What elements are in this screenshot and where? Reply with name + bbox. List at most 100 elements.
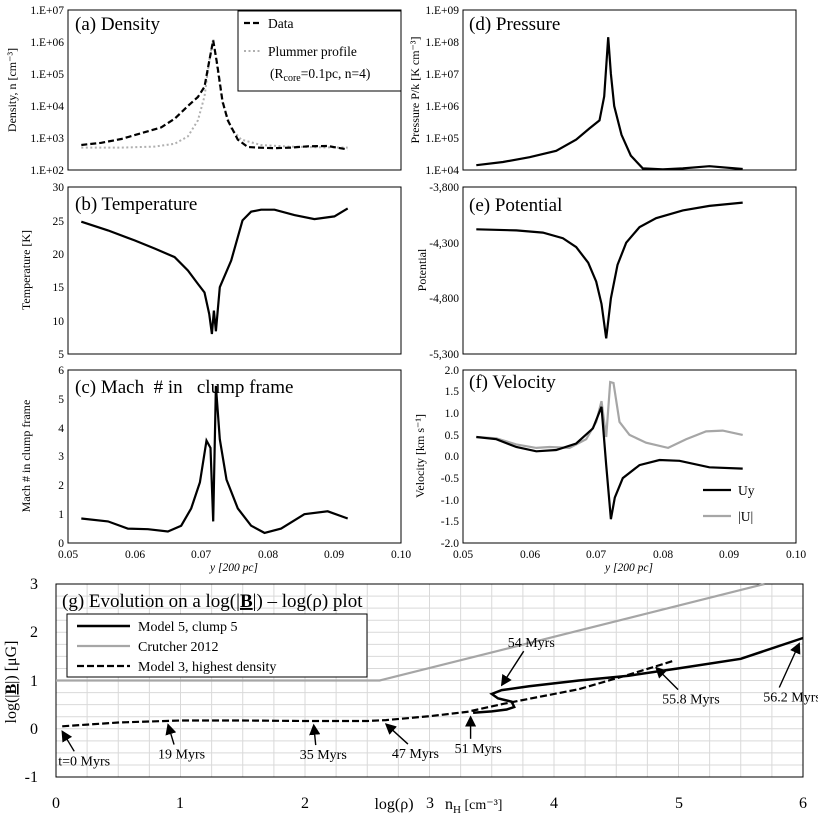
evolution-annotation-label: 55.8 Myrs [662, 693, 720, 708]
velocity-title: (f) Velocity [469, 372, 556, 393]
density-ytick-4: 1.E+06 [30, 37, 64, 49]
panel-pressure: 1.E+04 1.E+05 1.E+06 1.E+07 1.E+08 1.E+0… [408, 5, 797, 177]
panel-velocity-frame [462, 369, 797, 544]
density-ytick-3: 1.E+05 [30, 69, 64, 81]
mach-ytick-4: 4 [58, 423, 64, 435]
panel-potential: -5,300 -4,800 -4,300 -3,800 Potential (e… [415, 182, 797, 361]
mach-ytick-0: 0 [58, 538, 64, 550]
velocity-uy-line [476, 406, 743, 520]
evolution-legend-crutcher-label: Crutcher 2012 [138, 640, 218, 655]
potential-line [476, 201, 743, 339]
velocity-y-label: Velocity [km s⁻¹] [413, 414, 427, 498]
pressure-ytick-5: 1.E+09 [425, 5, 459, 17]
evolution-annotation-arrow [500, 650, 525, 687]
velocity-ytick-7: 1.5 [445, 386, 460, 398]
density-legend-params: (Rcore=0.1pc, n=4) [270, 66, 370, 84]
mach-xtick-1: 0.06 [125, 549, 145, 561]
density-legend: Data Plummer profile (Rcore=0.1pc, n=4) [237, 10, 402, 92]
density-legend-plummer-label: Plummer profile [268, 44, 357, 59]
evolution-annotations: t=0 Myrs 19 Myrs 35 Myrs 47 Myrs 51 Myrs 54 M… [58, 636, 818, 769]
mach-xtick-4: 0.09 [324, 549, 344, 561]
evolution-xtick-3: 3 [426, 795, 434, 812]
velocity-ytick-1: -1.5 [441, 516, 459, 528]
pressure-ytick-0: 1.E+04 [425, 165, 459, 177]
mach-line [81, 385, 349, 535]
density-title: (a) Density [75, 14, 160, 35]
velocity-ytick-2: -1.0 [441, 495, 459, 507]
mach-title: (c) Mach # in clump frame [75, 377, 293, 398]
evolution-annotation-label: 35 Myrs [300, 748, 347, 763]
density-ytick-1: 1.E+03 [30, 133, 64, 145]
velocity-xtick-1: 0.06 [520, 549, 540, 561]
mach-ytick-6: 6 [58, 365, 64, 377]
velocity-ytick-6: 1.0 [445, 408, 460, 420]
temperature-ytick-0: 5 [58, 349, 64, 361]
potential-title: (e) Potential [469, 195, 562, 216]
mach-y-ticks: 0 1 2 3 4 5 6 [58, 365, 64, 550]
mach-xtick-2: 0.07 [191, 549, 211, 561]
panel-evolution: -1 0 1 2 3 0 1 2 3 4 5 6 log(ρ) nH [cm⁻³… [3, 576, 818, 816]
velocity-xtick-5: 0.10 [786, 549, 806, 561]
evolution-annotation-label: 56.2 Myrs [763, 690, 818, 705]
evolution-x-label-unit: [cm⁻³] [461, 798, 503, 813]
evolution-title-suffix: |) – log(ρ) plot [253, 591, 364, 612]
mach-x-label: y [200 pc] [209, 562, 258, 574]
evolution-ytick-1: 0 [30, 721, 38, 738]
potential-ytick-0: -5,300 [429, 349, 459, 361]
mach-y-label: Mach # in clump frame [19, 400, 33, 513]
mach-xtick-0: 0.05 [58, 549, 78, 561]
evolution-title-b: B [240, 591, 253, 612]
evolution-crutcher-line [56, 582, 765, 682]
evolution-y-label-suffix: |) [μG] [3, 641, 20, 684]
evolution-annotation-label: 51 Myrs [455, 742, 502, 757]
panel-pressure-frame [462, 9, 797, 171]
pressure-ytick-2: 1.E+06 [425, 101, 459, 113]
evolution-x-label-sub: H [453, 804, 461, 816]
evolution-xtick-2: 2 [301, 795, 309, 812]
density-legend-params-rest: =0.1pc, n=4) [301, 66, 371, 81]
panel-mach: 0 1 2 3 4 5 6 0.05 0.06 0.07 0.08 0.09 0… [19, 365, 411, 574]
density-ytick-2: 1.E+04 [30, 101, 64, 113]
evolution-ytick-4: 3 [30, 576, 38, 593]
evolution-model5-line [473, 636, 804, 715]
pressure-ytick-3: 1.E+07 [425, 69, 459, 81]
evolution-xtick-6: 6 [799, 795, 807, 812]
mach-xtick-5: 0.10 [391, 549, 411, 561]
density-y-ticks: 1.E+02 1.E+03 1.E+04 1.E+05 1.E+06 1.E+0… [30, 5, 64, 177]
evolution-annotation-arrow [655, 666, 679, 691]
panel-potential-frame [462, 186, 797, 355]
evolution-y-ticks: -1 0 1 2 3 [25, 576, 38, 786]
potential-ytick-3: -3,800 [429, 182, 459, 194]
evolution-annotation-label: 54 Myrs [508, 636, 555, 651]
evolution-legend-model3-label: Model 3, highest density [138, 660, 276, 675]
panel-density: 1.E+02 1.E+03 1.E+04 1.E+05 1.E+06 1.E+0… [5, 5, 402, 177]
panel-velocity: -2.0 -1.5 -1.0 -0.5 0.0 0.5 1.0 1.5 2.0 … [413, 365, 806, 574]
velocity-x-ticks: 0.05 0.06 0.07 0.08 0.09 0.10 [453, 549, 806, 561]
evolution-xtick-1: 1 [176, 795, 184, 812]
velocity-xtick-4: 0.09 [719, 549, 739, 561]
potential-y-ticks: -5,300 -4,800 -4,300 -3,800 [429, 182, 459, 361]
evolution-annotation-arrow [778, 642, 801, 688]
pressure-ytick-1: 1.E+05 [425, 133, 459, 145]
velocity-xtick-2: 0.07 [586, 549, 606, 561]
temperature-ytick-4: 25 [53, 216, 65, 228]
evolution-annotation-label: 19 Myrs [158, 748, 205, 763]
velocity-x-label: y [200 pc] [604, 562, 653, 574]
evolution-legend-model5-label: Model 5, clump 5 [138, 620, 238, 635]
velocity-legend: Uy |U| [703, 483, 755, 524]
evolution-xtick-4: 4 [550, 795, 558, 812]
evolution-annotation-arrow [384, 723, 409, 745]
density-y-label: Density, n [cm⁻³] [5, 48, 19, 132]
evolution-annotation-label: t=0 Myrs [58, 754, 110, 769]
velocity-ytick-5: 0.5 [445, 430, 460, 442]
evolution-annotation-label: 47 Myrs [392, 747, 439, 762]
velocity-xtick-3: 0.08 [653, 549, 673, 561]
temperature-line [80, 207, 349, 335]
temperature-title: (b) Temperature [75, 194, 197, 215]
pressure-y-ticks: 1.E+04 1.E+05 1.E+06 1.E+07 1.E+08 1.E+0… [425, 5, 459, 177]
mach-x-ticks: 0.05 0.06 0.07 0.08 0.09 0.10 [58, 549, 411, 561]
velocity-ytick-4: 0.0 [445, 451, 460, 463]
evolution-grid [56, 584, 803, 777]
pressure-title: (d) Pressure [469, 14, 560, 35]
